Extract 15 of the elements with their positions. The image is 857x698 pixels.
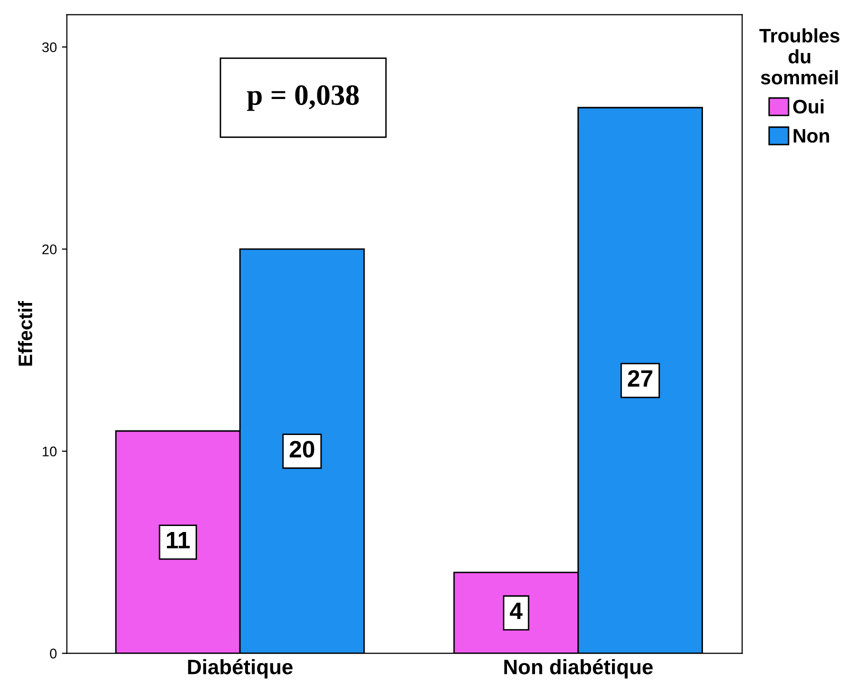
- y-tick-label: 0: [50, 648, 57, 658]
- x-tick-label: Diabétique: [188, 658, 293, 678]
- annotation: p = 0,038: [247, 85, 359, 111]
- y-axis-title: Effectif: [18, 301, 32, 366]
- legend-label: Oui: [793, 99, 824, 114]
- data-label: 27: [628, 370, 652, 387]
- legend-title: Troubles du sommeil: [759, 28, 840, 84]
- legend-label: Non: [794, 129, 830, 143]
- data-label: 4: [510, 602, 523, 620]
- data-label: 11: [166, 532, 190, 548]
- y-tick-label: 10: [42, 446, 57, 456]
- data-label: 20: [290, 440, 314, 458]
- x-tick-label: Non diabétique: [504, 658, 653, 678]
- y-tick-label: 30: [42, 42, 57, 52]
- y-tick-label: 20: [42, 244, 57, 254]
